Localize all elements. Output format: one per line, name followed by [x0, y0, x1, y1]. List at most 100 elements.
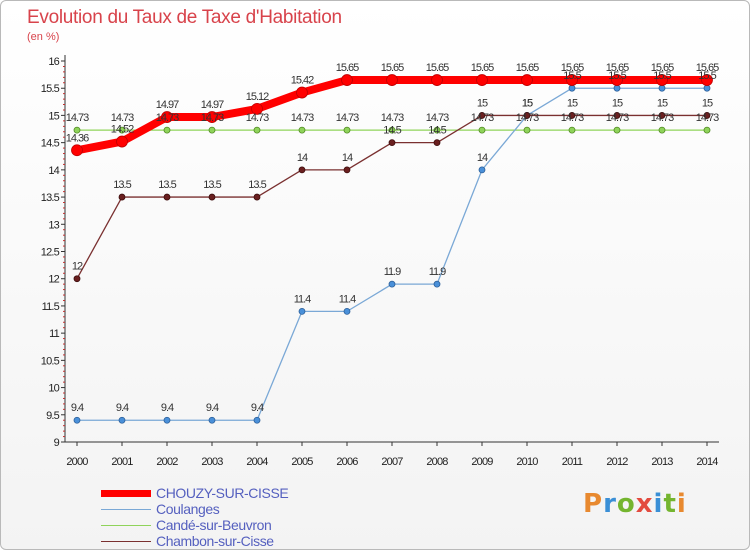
y-tick-label: 12	[48, 274, 59, 286]
legend-item: Candé-sur-Beuvron	[101, 517, 361, 533]
data-label: 14.73	[561, 112, 584, 124]
legend-swatch	[101, 509, 151, 510]
data-point	[386, 74, 398, 86]
data-label: 15.65	[381, 62, 404, 74]
data-label: 14.73	[246, 112, 269, 124]
data-label: 14.73	[606, 112, 629, 124]
data-point	[611, 74, 623, 86]
data-label: 15.65	[336, 62, 359, 74]
data-point	[568, 84, 576, 92]
x-tick-label: 2000	[66, 456, 88, 468]
x-tick-label: 2013	[651, 456, 673, 468]
data-point	[161, 111, 173, 123]
data-point	[566, 74, 578, 86]
legend-item: CHOUZY-SUR-CISSE	[101, 485, 361, 501]
data-label: 14.97	[156, 99, 179, 111]
data-point	[523, 112, 531, 119]
legend-swatch	[101, 525, 151, 526]
data-point	[71, 144, 83, 157]
legend-swatch	[101, 490, 151, 497]
data-label: 14.5	[383, 125, 401, 137]
y-tick-label: 14.5	[41, 138, 60, 150]
data-point	[656, 74, 668, 86]
data-label: 12	[72, 261, 83, 273]
data-label: 9.4	[251, 402, 264, 414]
data-label: 15	[522, 97, 533, 109]
data-label: 14	[297, 152, 308, 164]
data-point	[476, 74, 488, 86]
data-point	[118, 416, 126, 424]
data-point	[163, 193, 171, 201]
data-label: 15.65	[651, 62, 674, 74]
data-point	[433, 126, 441, 134]
data-point	[478, 166, 486, 174]
data-label: 14.73	[471, 112, 494, 124]
data-label: 9.4	[116, 402, 129, 414]
y-tick-label: 11	[49, 328, 60, 340]
chart-legend: CHOUZY-SUR-CISSE Coulanges Candé-sur-Beuvr…	[101, 485, 361, 549]
chart-subtitle: (en %)	[27, 31, 60, 43]
data-label: 15.65	[516, 62, 539, 74]
x-tick-label: 2010	[516, 456, 538, 468]
data-point	[118, 126, 126, 134]
data-label: 13.5	[203, 179, 221, 191]
data-label: 15.5	[698, 70, 716, 82]
series-line-1	[77, 87, 707, 421]
data-label: 14	[477, 152, 488, 164]
data-label: 14.73	[651, 112, 674, 124]
legend-item: Chambon-sur-Cisse	[101, 533, 361, 549]
logo-letter: o	[616, 489, 636, 519]
data-point	[253, 126, 261, 134]
x-tick-label: 2009	[471, 456, 493, 468]
data-point	[613, 112, 621, 119]
logo-letter: i	[653, 489, 664, 519]
data-point	[478, 126, 486, 134]
data-label: 14.73	[696, 112, 719, 124]
legend-item: Coulanges	[101, 501, 361, 517]
x-tick-label: 2001	[111, 456, 133, 468]
legend-label: Chambon-sur-Cisse	[156, 533, 274, 549]
data-label: 15.65	[471, 62, 494, 74]
proxiti-logo: Proxiti	[583, 489, 687, 519]
x-tick-label: 2014	[696, 456, 718, 468]
data-label: 14.5	[428, 125, 446, 137]
data-point	[433, 280, 441, 288]
data-label: 14.52	[111, 124, 134, 136]
data-point	[298, 166, 306, 174]
data-point	[433, 139, 441, 147]
y-tick-label: 13.5	[41, 192, 60, 204]
data-label: 14.73	[516, 112, 539, 124]
data-point	[703, 126, 711, 134]
data-label: 13.5	[113, 179, 131, 191]
data-label: 14.73	[381, 112, 404, 124]
logo-letter: P	[583, 489, 604, 519]
data-label: 15.12	[246, 91, 269, 103]
data-label: 15.65	[696, 62, 719, 74]
data-label: 15	[657, 97, 668, 109]
data-label: 14.73	[201, 112, 224, 124]
data-label: 15.65	[606, 62, 629, 74]
data-point	[253, 193, 261, 201]
x-tick-label: 2006	[336, 456, 358, 468]
x-tick-label: 2008	[426, 456, 448, 468]
data-point	[658, 126, 666, 134]
data-point	[388, 139, 396, 147]
data-point	[206, 111, 218, 123]
y-tick-label: 10	[48, 383, 59, 395]
data-label: 14.97	[201, 99, 224, 111]
y-tick-label: 15.5	[41, 83, 60, 95]
data-label: 11.9	[384, 266, 401, 278]
data-label: 15	[477, 97, 488, 109]
data-label: 14.36	[66, 132, 89, 144]
data-point	[478, 112, 486, 119]
data-point	[388, 280, 396, 288]
logo-letter: r	[603, 489, 617, 519]
data-label: 13.5	[248, 179, 266, 191]
data-point	[253, 416, 261, 424]
data-label: 15	[702, 97, 713, 109]
data-point	[613, 126, 621, 134]
data-point	[703, 84, 711, 92]
data-point	[116, 135, 128, 148]
data-point	[251, 102, 263, 115]
